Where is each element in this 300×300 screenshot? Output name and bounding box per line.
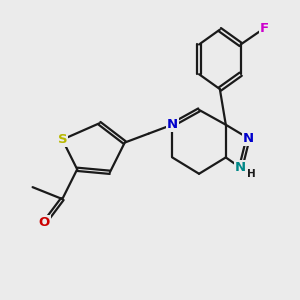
Text: S: S [58, 133, 67, 146]
Text: N: N [235, 161, 246, 174]
Text: N: N [167, 118, 178, 131]
Text: O: O [39, 216, 50, 229]
Text: F: F [260, 22, 269, 34]
Text: H: H [247, 169, 255, 179]
Text: N: N [242, 132, 253, 145]
